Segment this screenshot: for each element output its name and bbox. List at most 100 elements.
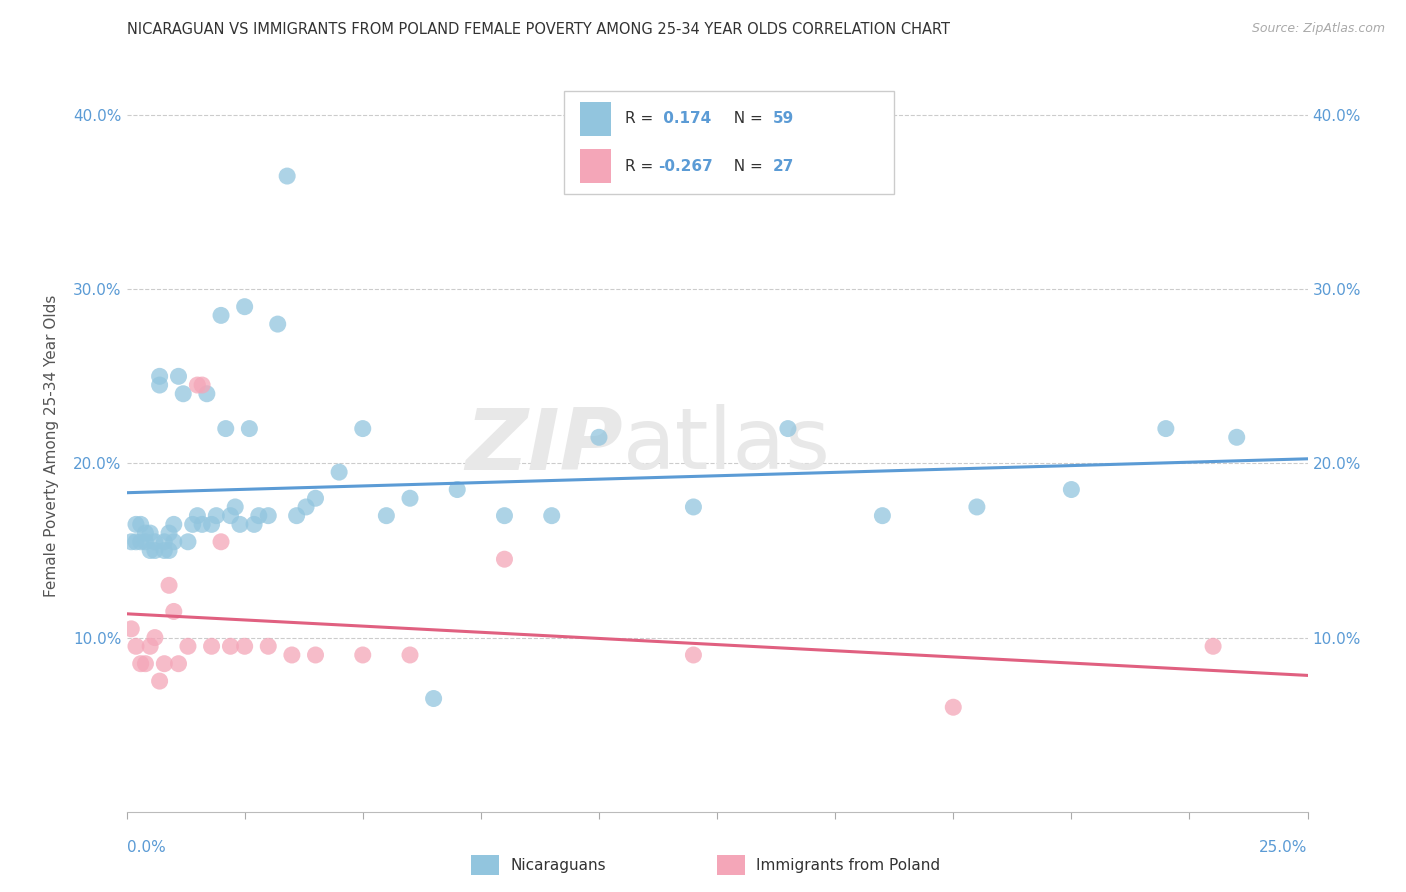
Point <box>153 543 176 558</box>
Point <box>233 300 256 314</box>
Point <box>157 543 180 558</box>
Point <box>205 508 228 523</box>
Point <box>191 378 214 392</box>
Point <box>399 648 422 662</box>
Point <box>157 578 180 592</box>
Text: Source: ZipAtlas.com: Source: ZipAtlas.com <box>1251 22 1385 36</box>
Text: -0.267: -0.267 <box>658 159 713 174</box>
Text: N =: N = <box>724 159 768 174</box>
Point <box>149 378 172 392</box>
Point <box>1060 483 1083 497</box>
Point <box>167 369 190 384</box>
Text: R =: R = <box>626 159 658 174</box>
Point <box>143 534 166 549</box>
Point <box>177 534 200 549</box>
Point <box>172 386 194 401</box>
Text: NICARAGUAN VS IMMIGRANTS FROM POLAND FEMALE POVERTY AMONG 25-34 YEAR OLDS CORREL: NICARAGUAN VS IMMIGRANTS FROM POLAND FEM… <box>127 22 949 37</box>
Point <box>186 508 208 523</box>
Point <box>285 508 308 523</box>
Point <box>1226 430 1249 444</box>
Text: ZIP: ZIP <box>465 404 623 488</box>
Point <box>682 500 704 514</box>
Point <box>200 640 222 654</box>
Point <box>163 604 186 618</box>
Point <box>167 657 190 671</box>
Y-axis label: Female Poverty Among 25-34 Year Olds: Female Poverty Among 25-34 Year Olds <box>45 295 59 597</box>
Point <box>209 309 232 323</box>
Point <box>120 622 142 636</box>
Point <box>304 648 326 662</box>
Point <box>186 378 208 392</box>
Point <box>494 552 516 566</box>
Text: 25.0%: 25.0% <box>1260 840 1308 855</box>
Text: R =: R = <box>626 112 658 127</box>
Point <box>125 640 148 654</box>
Point <box>143 631 166 645</box>
Point <box>195 386 218 401</box>
Point <box>352 648 374 662</box>
Point <box>157 526 180 541</box>
Point <box>399 491 422 506</box>
Point <box>139 526 162 541</box>
Point <box>163 534 186 549</box>
Text: 0.174: 0.174 <box>658 112 711 127</box>
Point <box>134 534 156 549</box>
Point <box>129 517 152 532</box>
Point <box>966 500 988 514</box>
Point <box>776 421 799 435</box>
Point <box>1154 421 1177 435</box>
Point <box>375 508 398 523</box>
Point <box>540 508 562 523</box>
Point <box>257 508 280 523</box>
Point <box>276 169 298 183</box>
Point <box>1202 640 1225 654</box>
Point <box>422 691 444 706</box>
Text: atlas: atlas <box>623 404 831 488</box>
Point <box>872 508 894 523</box>
Point <box>446 483 468 497</box>
Point <box>129 657 152 671</box>
Point <box>125 517 148 532</box>
Point <box>149 674 172 689</box>
Point <box>129 534 152 549</box>
Point <box>134 526 156 541</box>
Point <box>224 500 246 514</box>
Point <box>134 657 156 671</box>
Point <box>267 317 290 331</box>
Point <box>181 517 204 532</box>
Point <box>120 534 142 549</box>
Point <box>352 421 374 435</box>
Point <box>149 369 172 384</box>
Point <box>219 508 242 523</box>
Text: 27: 27 <box>773 159 794 174</box>
Point <box>295 500 318 514</box>
Point <box>247 508 270 523</box>
Text: N =: N = <box>724 112 768 127</box>
Point <box>200 517 222 532</box>
Text: 0.0%: 0.0% <box>127 840 166 855</box>
Text: Immigrants from Poland: Immigrants from Poland <box>756 858 941 872</box>
Point <box>281 648 304 662</box>
Point <box>942 700 965 714</box>
Point <box>139 543 162 558</box>
Point <box>143 543 166 558</box>
Point <box>177 640 200 654</box>
Text: 59: 59 <box>773 112 794 127</box>
Point <box>328 465 350 479</box>
Point <box>191 517 214 532</box>
Point <box>238 421 260 435</box>
Point <box>139 640 162 654</box>
Point <box>219 640 242 654</box>
Point <box>125 534 148 549</box>
Point <box>243 517 266 532</box>
Point <box>229 517 252 532</box>
Point <box>257 640 280 654</box>
Point <box>163 517 186 532</box>
Point <box>153 657 176 671</box>
Point <box>209 534 232 549</box>
Point <box>494 508 516 523</box>
Text: Nicaraguans: Nicaraguans <box>510 858 606 872</box>
Point <box>233 640 256 654</box>
Point <box>215 421 238 435</box>
Point <box>588 430 610 444</box>
